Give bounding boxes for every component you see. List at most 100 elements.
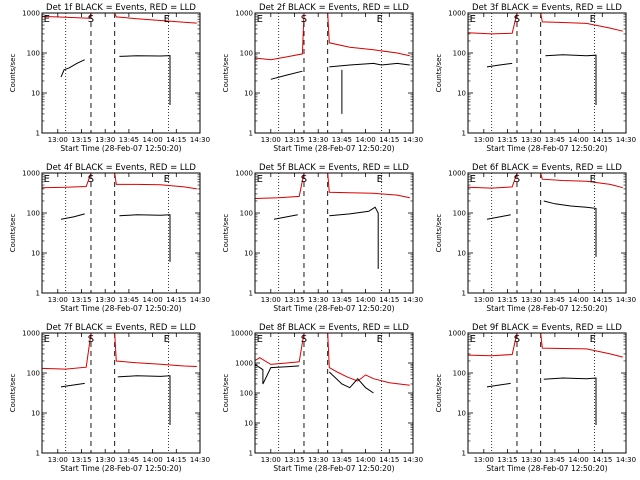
x-tick-label: 14:30 xyxy=(616,136,636,144)
x-tick-label: 13:45 xyxy=(119,136,139,144)
panel-title: Det 3f BLACK = Events, RED = LLD xyxy=(472,3,622,13)
y-tick-label: 1000 xyxy=(448,10,466,18)
lld-series-line xyxy=(468,173,518,189)
x-tick-label: 13:45 xyxy=(545,296,565,304)
event-marker-E: E xyxy=(44,174,50,185)
x-tick-label: 14:15 xyxy=(592,296,612,304)
lld-series-line xyxy=(114,13,197,24)
y-tick-label: 1000 xyxy=(22,170,40,178)
event-marker-S: S xyxy=(301,14,307,25)
event-marker-E: E xyxy=(470,174,476,185)
x-tick-label: 13:45 xyxy=(119,456,139,464)
event-marker-S: S xyxy=(88,174,94,185)
x-tick-label: 14:15 xyxy=(379,456,399,464)
x-tick-label: 14:15 xyxy=(379,296,399,304)
events-series-line xyxy=(60,59,85,78)
event-marker-S: S xyxy=(301,174,307,185)
x-tick-label: 13:00 xyxy=(48,136,68,144)
x-axis-title: Start Time (28-Feb-07 12:50:20) xyxy=(486,464,607,473)
x-tick-label: 14:15 xyxy=(166,296,186,304)
y-tick-label: 1000 xyxy=(448,170,466,178)
x-tick-label: 14:00 xyxy=(569,136,589,144)
x-axis-title: Start Time (28-Feb-07 12:50:20) xyxy=(60,144,181,153)
event-marker-E: E xyxy=(470,334,476,345)
panel-title: Det 5f BLACK = Events, RED = LLD xyxy=(259,163,409,173)
y-tick-label: 10 xyxy=(457,410,466,418)
x-tick-label: 13:15 xyxy=(497,136,517,144)
x-axis-title: Start Time (28-Feb-07 12:50:20) xyxy=(486,144,607,153)
lld-series-line xyxy=(42,333,92,370)
lld-series-line xyxy=(42,13,92,19)
x-tick-label: 13:30 xyxy=(521,136,541,144)
x-tick-label: 13:15 xyxy=(284,456,304,464)
events-series-line xyxy=(328,371,374,394)
y-tick-label: 1000 xyxy=(235,360,253,368)
x-tick-label: 14:30 xyxy=(190,136,210,144)
y-axis-title: Counts/sec xyxy=(435,214,443,253)
y-axis-title: Counts/sec xyxy=(435,54,443,93)
x-tick-label: 14:15 xyxy=(592,456,612,464)
event-marker-E: E xyxy=(44,14,50,25)
x-tick-label: 13:00 xyxy=(48,456,68,464)
x-tick-label: 14:00 xyxy=(569,456,589,464)
events-series-line xyxy=(486,382,511,388)
event-marker-E: E xyxy=(257,14,263,25)
x-axis-title: Start Time (28-Feb-07 12:50:20) xyxy=(486,304,607,313)
event-marker-S: S xyxy=(88,334,94,345)
x-axis-title: Start Time (28-Feb-07 12:50:20) xyxy=(273,464,394,473)
panel-title: Det 1f BLACK = Events, RED = LLD xyxy=(46,3,196,13)
event-marker-S: S xyxy=(88,14,94,25)
x-tick-label: 13:45 xyxy=(545,456,565,464)
x-tick-label: 13:15 xyxy=(284,296,304,304)
x-tick-label: 13:45 xyxy=(332,136,352,144)
x-tick-label: 14:15 xyxy=(166,456,186,464)
events-series-line xyxy=(270,70,303,80)
y-tick-label: 1000 xyxy=(22,330,40,338)
y-tick-label: 1000 xyxy=(22,10,40,18)
events-series-line xyxy=(545,54,597,105)
x-tick-label: 13:30 xyxy=(308,296,328,304)
y-tick-label: 100 xyxy=(240,210,253,218)
x-tick-label: 14:15 xyxy=(166,136,186,144)
panel-title: Det 2f BLACK = Events, RED = LLD xyxy=(259,3,409,13)
x-tick-label: 13:15 xyxy=(71,296,91,304)
x-tick-label: 13:45 xyxy=(332,456,352,464)
lld-series-line xyxy=(327,333,410,386)
x-tick-label: 14:30 xyxy=(616,296,636,304)
events-series-line xyxy=(486,62,513,68)
lld-series-line xyxy=(468,13,518,35)
lld-series-line xyxy=(255,173,305,199)
lld-series-line xyxy=(540,13,623,32)
events-series-line xyxy=(543,377,597,425)
x-axis-title: Start Time (28-Feb-07 12:50:20) xyxy=(60,304,181,313)
y-axis-title: Counts/sec xyxy=(9,54,17,93)
x-tick-label: 14:00 xyxy=(356,456,376,464)
lld-series-line xyxy=(540,173,623,189)
events-series-line xyxy=(273,214,298,220)
y-tick-label: 100 xyxy=(453,210,466,218)
y-axis-title: Counts/sec xyxy=(435,374,443,413)
x-tick-label: 14:00 xyxy=(356,296,376,304)
y-tick-label: 10 xyxy=(457,250,466,258)
y-tick-label: 1000 xyxy=(235,10,253,18)
x-tick-label: 13:15 xyxy=(71,136,91,144)
x-tick-label: 14:00 xyxy=(356,136,376,144)
lld-series-line xyxy=(114,333,197,367)
x-tick-label: 13:00 xyxy=(474,456,494,464)
lld-series-line xyxy=(468,333,518,357)
y-tick-label: 1 xyxy=(36,130,40,138)
y-tick-label: 1000 xyxy=(235,170,253,178)
events-series-line xyxy=(486,214,511,220)
y-tick-label: 1 xyxy=(249,450,253,458)
x-axis-title: Start Time (28-Feb-07 12:50:20) xyxy=(273,304,394,313)
x-tick-label: 14:00 xyxy=(143,136,163,144)
event-marker-E: E xyxy=(377,174,383,185)
plot-frame xyxy=(41,12,201,134)
x-tick-label: 14:30 xyxy=(403,136,423,144)
events-series-line xyxy=(543,200,597,257)
plot-frame xyxy=(467,332,627,454)
